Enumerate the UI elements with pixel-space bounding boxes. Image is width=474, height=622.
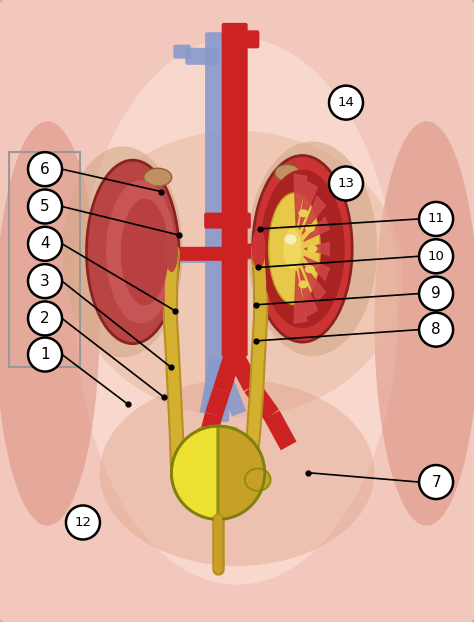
- Text: 12: 12: [74, 516, 91, 529]
- Polygon shape: [304, 217, 329, 241]
- Ellipse shape: [245, 468, 271, 491]
- Text: 7: 7: [431, 475, 441, 490]
- Text: 6: 6: [40, 162, 50, 177]
- Ellipse shape: [284, 234, 296, 244]
- FancyArrow shape: [226, 348, 260, 391]
- Ellipse shape: [71, 131, 403, 417]
- Circle shape: [28, 227, 62, 261]
- FancyBboxPatch shape: [204, 213, 251, 229]
- FancyBboxPatch shape: [232, 244, 278, 259]
- Circle shape: [66, 506, 100, 539]
- Polygon shape: [300, 181, 318, 230]
- Ellipse shape: [269, 193, 320, 305]
- FancyBboxPatch shape: [232, 30, 259, 49]
- FancyBboxPatch shape: [215, 247, 262, 260]
- Wedge shape: [172, 426, 218, 519]
- FancyArrow shape: [197, 412, 222, 448]
- Ellipse shape: [275, 164, 300, 182]
- FancyArrow shape: [200, 356, 225, 415]
- Ellipse shape: [0, 121, 100, 526]
- Circle shape: [419, 239, 453, 273]
- Text: 2: 2: [40, 311, 50, 326]
- FancyBboxPatch shape: [173, 45, 191, 58]
- Polygon shape: [304, 256, 329, 281]
- Text: 11: 11: [428, 213, 445, 225]
- Ellipse shape: [305, 266, 315, 273]
- Polygon shape: [302, 196, 325, 234]
- Text: 14: 14: [337, 96, 355, 109]
- Ellipse shape: [144, 169, 172, 186]
- FancyBboxPatch shape: [222, 23, 248, 356]
- Ellipse shape: [86, 160, 179, 343]
- Ellipse shape: [63, 146, 183, 358]
- Circle shape: [419, 202, 453, 236]
- Text: 9: 9: [431, 286, 441, 301]
- FancyArrow shape: [264, 411, 297, 450]
- Ellipse shape: [252, 228, 265, 269]
- Ellipse shape: [248, 142, 377, 356]
- FancyArrow shape: [205, 388, 230, 417]
- Ellipse shape: [260, 169, 345, 328]
- Text: 10: 10: [428, 250, 445, 262]
- Polygon shape: [304, 243, 329, 255]
- Ellipse shape: [100, 379, 374, 566]
- Ellipse shape: [253, 156, 352, 342]
- Text: 4: 4: [40, 236, 50, 251]
- Text: 1: 1: [40, 347, 50, 362]
- Circle shape: [28, 190, 62, 223]
- Circle shape: [28, 302, 62, 335]
- FancyArrow shape: [210, 355, 246, 416]
- FancyBboxPatch shape: [205, 32, 229, 422]
- FancyArrow shape: [213, 350, 242, 392]
- Ellipse shape: [76, 37, 398, 585]
- Ellipse shape: [298, 281, 309, 289]
- Text: 3: 3: [40, 274, 50, 289]
- Text: 13: 13: [337, 177, 355, 190]
- Circle shape: [329, 167, 363, 200]
- Circle shape: [329, 86, 363, 119]
- Bar: [9, 152, 80, 367]
- Polygon shape: [302, 263, 325, 302]
- Ellipse shape: [106, 180, 175, 323]
- Circle shape: [28, 264, 62, 298]
- FancyBboxPatch shape: [166, 250, 219, 263]
- Ellipse shape: [121, 198, 169, 305]
- Text: 5: 5: [40, 199, 50, 214]
- Ellipse shape: [374, 121, 474, 526]
- Circle shape: [419, 313, 453, 346]
- Ellipse shape: [283, 228, 301, 269]
- FancyArrow shape: [245, 382, 279, 420]
- Polygon shape: [294, 174, 307, 227]
- Circle shape: [419, 277, 453, 310]
- FancyBboxPatch shape: [185, 48, 219, 65]
- Wedge shape: [218, 426, 264, 519]
- FancyBboxPatch shape: [171, 247, 236, 261]
- Ellipse shape: [165, 232, 178, 272]
- Circle shape: [28, 338, 62, 371]
- Ellipse shape: [307, 245, 317, 253]
- Circle shape: [419, 465, 453, 499]
- Circle shape: [28, 152, 62, 186]
- Ellipse shape: [305, 225, 315, 232]
- Polygon shape: [300, 268, 318, 317]
- Polygon shape: [294, 271, 307, 323]
- Ellipse shape: [298, 209, 309, 217]
- Text: 8: 8: [431, 322, 441, 337]
